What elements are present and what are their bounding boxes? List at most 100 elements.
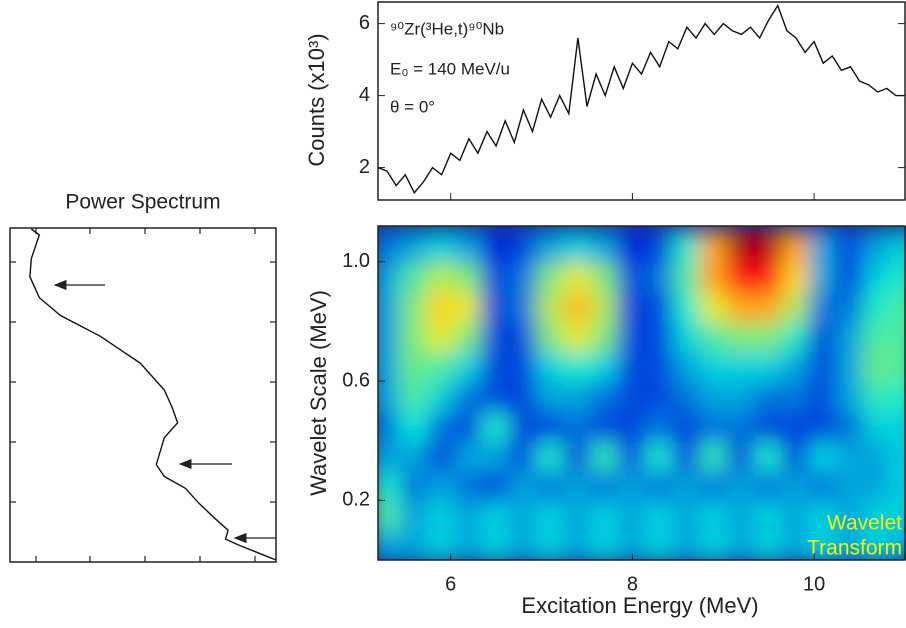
heatmap-cell bbox=[645, 230, 675, 263]
heatmap-cell bbox=[536, 380, 566, 412]
heatmap-cell bbox=[590, 469, 620, 502]
heatmap-cell bbox=[508, 260, 539, 293]
heatmap-cell bbox=[781, 350, 811, 383]
y-tick-label: 6 bbox=[359, 12, 370, 34]
heatmap-cell bbox=[378, 320, 402, 353]
heatmap-cell bbox=[699, 230, 729, 263]
heatmap-cell bbox=[536, 469, 566, 502]
heatmap-cell bbox=[808, 230, 838, 263]
heatmap-cell bbox=[536, 409, 566, 442]
heatmap-cell bbox=[508, 380, 539, 412]
heatmap-cell bbox=[590, 350, 620, 383]
heatmap-cell bbox=[617, 499, 648, 532]
heatmap-cell bbox=[399, 380, 429, 412]
heatmap-cell bbox=[378, 439, 402, 472]
heatmap-frame bbox=[377, 225, 906, 561]
heatmap-cell bbox=[536, 350, 566, 383]
x-tick-label: 10 bbox=[803, 573, 825, 595]
heatmap-cell bbox=[672, 230, 702, 263]
heatmap-cell bbox=[454, 469, 484, 502]
heatmap-cell bbox=[835, 230, 866, 263]
heatmap bbox=[378, 226, 906, 560]
annotation: ⁹⁰Zr(³He,t)⁹⁰Nb bbox=[390, 19, 504, 38]
heatmap-cell bbox=[781, 290, 811, 323]
heatmap-cell bbox=[426, 320, 457, 353]
heatmap-cell bbox=[890, 409, 906, 442]
heatmap-cell bbox=[726, 290, 757, 323]
heatmap-cell bbox=[426, 469, 457, 502]
heatmap-cell bbox=[645, 469, 675, 502]
heatmap-cell bbox=[781, 469, 811, 502]
heatmap-cell bbox=[481, 409, 511, 442]
heatmap-cell bbox=[481, 350, 511, 383]
heatmap-cell bbox=[863, 529, 893, 560]
heatmap-cell bbox=[754, 529, 784, 560]
heatmap-cell bbox=[645, 260, 675, 293]
heatmap-cell bbox=[563, 439, 593, 472]
heatmap-cell bbox=[481, 230, 511, 263]
heatmap-cell bbox=[835, 350, 866, 383]
heatmap-cell bbox=[726, 230, 757, 263]
heatmap-cell bbox=[672, 350, 702, 383]
heatmap-cell bbox=[454, 529, 484, 560]
heatmap-cell bbox=[563, 529, 593, 560]
heatmap-cell bbox=[454, 230, 484, 263]
heatmap-cell bbox=[781, 409, 811, 442]
heatmap-cell bbox=[890, 380, 906, 412]
heatmap-cell bbox=[617, 260, 648, 293]
x-tick-label: 6 bbox=[445, 573, 456, 595]
heatmap-cell bbox=[563, 290, 593, 323]
heatmap-annotation: Wavelet bbox=[827, 512, 902, 535]
heatmap-cell bbox=[645, 529, 675, 560]
heatmap-cell bbox=[863, 409, 893, 442]
heatmap-cell bbox=[508, 499, 539, 532]
arrows bbox=[53, 279, 276, 544]
heatmap-cell bbox=[563, 409, 593, 442]
heatmap-cell bbox=[454, 380, 484, 412]
heatmap-cell bbox=[890, 290, 906, 323]
heatmap-cell bbox=[726, 350, 757, 383]
heatmap-cell bbox=[399, 439, 429, 472]
heatmap-cell bbox=[590, 320, 620, 353]
heatmap-cell bbox=[726, 499, 757, 532]
heatmap-cell bbox=[699, 380, 729, 412]
heatmap-cell bbox=[454, 499, 484, 532]
heatmap-cell bbox=[590, 230, 620, 263]
heatmap-cell bbox=[645, 290, 675, 323]
heatmap-cell bbox=[808, 499, 838, 532]
heatmap-cell bbox=[590, 439, 620, 472]
heatmap-cell bbox=[754, 469, 784, 502]
heatmap-cell bbox=[726, 469, 757, 502]
heatmap-cell bbox=[536, 499, 566, 532]
heatmap-cell bbox=[617, 380, 648, 412]
heatmap-cell bbox=[399, 529, 429, 560]
heatmap-cell bbox=[508, 290, 539, 323]
heatmap-cell bbox=[563, 350, 593, 383]
y-tick-label: 0.6 bbox=[342, 369, 370, 391]
heatmap-cell bbox=[617, 439, 648, 472]
heatmap-cell bbox=[454, 439, 484, 472]
heatmap-cell bbox=[672, 439, 702, 472]
heatmap-cell bbox=[617, 320, 648, 353]
heatmap-cell bbox=[536, 230, 566, 263]
heatmap-cell bbox=[808, 409, 838, 442]
heatmap-cell bbox=[508, 409, 539, 442]
heatmap-cell bbox=[590, 499, 620, 532]
heatmap-cell bbox=[672, 499, 702, 532]
heatmap-cell bbox=[890, 439, 906, 472]
heatmap-cell bbox=[672, 469, 702, 502]
heatmap-cell bbox=[378, 499, 402, 532]
heatmap-cell bbox=[890, 469, 906, 502]
heatmap-cell bbox=[399, 499, 429, 532]
heatmap-cell bbox=[835, 469, 866, 502]
heatmap-cells bbox=[378, 230, 906, 560]
heatmap-cell bbox=[754, 350, 784, 383]
heatmap-cell bbox=[645, 320, 675, 353]
heatmap-cell bbox=[399, 469, 429, 502]
heatmap-cell bbox=[481, 469, 511, 502]
heatmap-cell bbox=[672, 320, 702, 353]
heatmap-cell bbox=[399, 350, 429, 383]
heatmap-cell bbox=[699, 409, 729, 442]
heatmap-cell bbox=[378, 230, 402, 263]
